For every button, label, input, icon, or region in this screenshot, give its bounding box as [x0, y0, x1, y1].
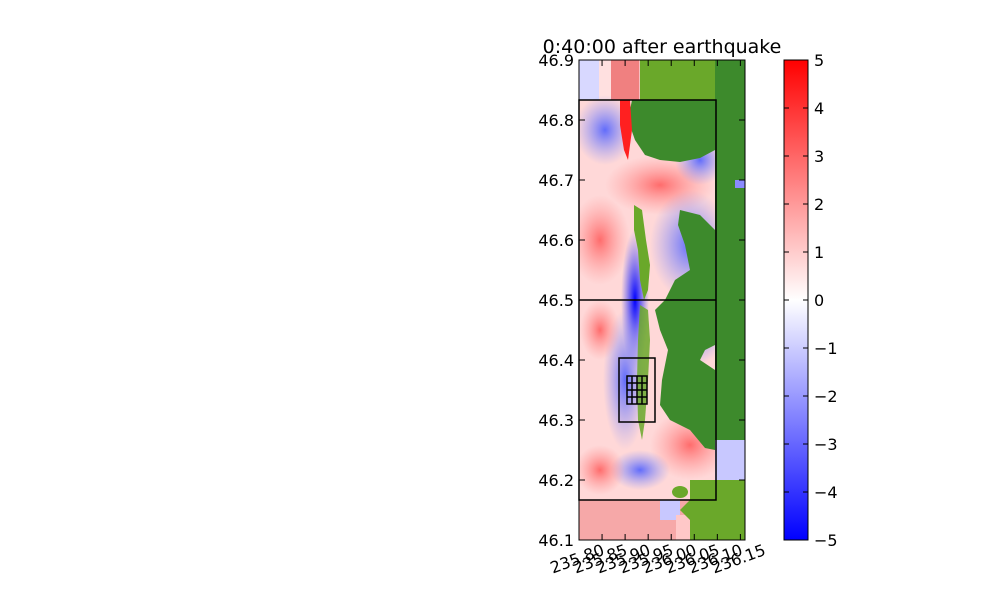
land-mainland-middle — [655, 210, 715, 450]
plot-area — [579, 60, 745, 540]
colorbar-tick-label: −4 — [814, 483, 838, 502]
land-coarse-east — [715, 60, 745, 470]
colorbar-tick-label: 5 — [814, 51, 824, 70]
colorbar-tick-label: −5 — [814, 531, 838, 550]
y-tick-label: 46.5 — [538, 291, 574, 310]
colorbar-tick-label: 0 — [814, 291, 824, 310]
x-axis: 235.80235.85235.90235.95236.00236.05236.… — [548, 60, 768, 577]
colorbar-tick-label: 2 — [814, 195, 824, 214]
y-tick-label: 46.7 — [538, 171, 574, 190]
y-tick-label: 46.3 — [538, 411, 574, 430]
land-upper-peninsula — [628, 100, 715, 162]
colorbar-tick-label: 3 — [814, 147, 824, 166]
colorbar-tick-label: −3 — [814, 435, 838, 454]
y-tick-label: 46.6 — [538, 231, 574, 250]
spit-north — [634, 205, 650, 300]
y-tick-label: 46.2 — [538, 471, 574, 490]
colorbar-tick-label: −1 — [814, 339, 838, 358]
y-tick-label: 46.9 — [538, 51, 574, 70]
spit-south — [637, 305, 650, 440]
colorbar-tick-label: 1 — [814, 243, 824, 262]
y-axis: 46.1 46.2 46.3 46.4 46.5 46.6 46.7 46.8 46.9 — [538, 51, 745, 550]
chart-title: 0:40:00 after earthquake — [543, 36, 782, 58]
y-tick-label: 46.1 — [538, 531, 574, 550]
colorbar-tick-label: −2 — [814, 387, 838, 406]
y-tick-label: 46.8 — [538, 111, 574, 130]
land-bottom-coarse — [680, 480, 745, 540]
refinement-box-inner — [618, 357, 656, 423]
colorbar-tick-label: 4 — [814, 99, 824, 118]
y-tick-label: 46.4 — [538, 351, 574, 370]
land-top-coarse — [640, 60, 715, 100]
land-bottom-island — [672, 486, 688, 498]
colorbar-axis: 5 4 3 2 1 0 −1 −2 −3 −4 −5 — [784, 51, 838, 550]
refinement-grid — [626, 375, 648, 405]
